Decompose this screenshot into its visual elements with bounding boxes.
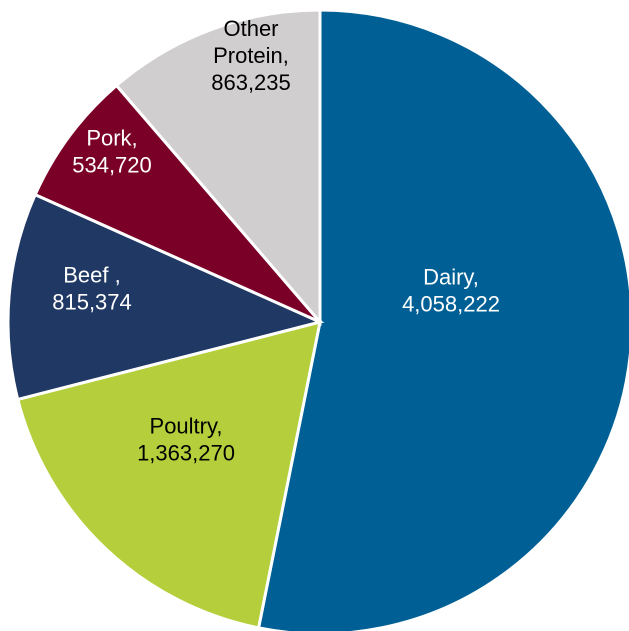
pie-label-category: Pork, [86,125,137,150]
pie-label-category: Other [223,16,278,41]
pie-label-pork: Pork, 534,720 [72,125,152,177]
pie-label-value: 534,720 [72,152,152,177]
pie-label-category: Dairy, [423,264,479,289]
pie-slices [6,8,629,631]
pie-label-other-protein: Other Protein, 863,235 [211,16,291,95]
pie-slice-pork [33,83,322,324]
pie-label-category: Poultry, [150,413,223,438]
pie-slice-poultry [15,319,322,630]
pie-label-poultry: Poultry, 1,363,270 [137,413,235,465]
pie-label-dairy: Dairy, 4,058,222 [402,264,500,316]
pie-label-value: 863,235 [211,70,291,95]
pie-label-beef: Beef , 815,374 [52,262,132,314]
pie-label-category: Protein, [213,43,289,68]
pie-slice-other-protein [114,8,322,327]
pie-labels: Dairy, 4,058,222 Poultry, 1,363,270 Beef , 81… [52,16,500,466]
pie-slice-beef [6,192,325,402]
pie-slice-dairy [256,8,629,631]
pie-label-value: 1,363,270 [137,440,235,465]
pie-label-value: 815,374 [52,289,132,314]
pie-label-value: 4,058,222 [402,291,500,316]
pie-label-category: Beef , [63,262,120,287]
